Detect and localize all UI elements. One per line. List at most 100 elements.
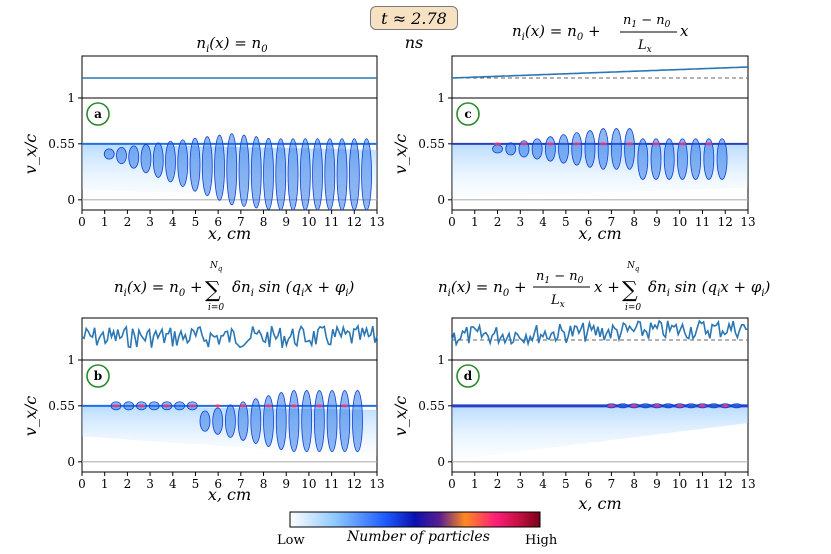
phase-structure — [165, 140, 176, 183]
x-tick-label: 8 — [260, 477, 268, 491]
phase-hot-spot — [653, 404, 661, 408]
panel-label: c — [464, 107, 471, 121]
phase-structure — [199, 410, 211, 432]
phase-hot-spot — [188, 404, 196, 408]
x-tick-label: 3 — [146, 477, 154, 491]
phase-hot-spot — [341, 404, 349, 408]
svg-text:n1 − n0: n1 − n0 — [623, 13, 671, 30]
phase-structure — [708, 403, 720, 409]
phase-structure — [597, 128, 609, 170]
phase-structure — [650, 138, 662, 180]
phase-hot-spot — [520, 142, 528, 146]
phase-structure — [558, 134, 569, 164]
title-d: ni(x) = n0 + n1 − n0 Lx x + Nq ∑ i=0 δni… — [438, 261, 771, 313]
phase-hot-spot — [698, 404, 706, 408]
x-tick-label: 3 — [516, 477, 524, 491]
y-axis-label: v_x/c — [21, 396, 40, 436]
x-tick-label: 1 — [471, 477, 479, 491]
x-tick-label: 12 — [347, 477, 362, 491]
x-tick-label: 13 — [740, 215, 755, 229]
colorbar-high-label: High — [525, 533, 558, 548]
phase-haze — [452, 405, 748, 460]
svg-text:Nq: Nq — [209, 261, 223, 273]
y-tick-label: 1 — [67, 353, 75, 367]
x-tick-label: 6 — [585, 215, 593, 229]
panel-label-ring — [456, 364, 480, 388]
svg-text:x: x — [680, 22, 689, 40]
y-tick-label: 1 — [67, 91, 75, 105]
phase-hot-spot — [163, 404, 171, 408]
x-tick-label: 3 — [516, 215, 524, 229]
phase-hot-spot — [573, 142, 581, 146]
phase-structure — [624, 128, 636, 170]
phase-structure — [174, 401, 185, 411]
x-tick-label: 8 — [630, 215, 638, 229]
phase-hot-spot — [265, 404, 273, 408]
time-label: t ≈ 2.78 ns — [370, 6, 458, 52]
phase-structure — [663, 138, 675, 180]
phase-structure — [610, 128, 622, 170]
svg-text:Nq: Nq — [626, 261, 640, 273]
y-tick-label: 0 — [437, 455, 445, 469]
phase-structure — [617, 403, 629, 409]
phase-structure — [324, 138, 336, 211]
y-tick-label: 0.55 — [48, 137, 75, 151]
phase-hot-spot — [705, 142, 713, 146]
phase-structure — [492, 144, 503, 154]
x-tick-label: 13 — [740, 477, 755, 491]
phase-structure — [312, 138, 323, 211]
phase-structure — [584, 130, 596, 168]
phase-hot-spot — [626, 142, 634, 146]
panel-label: b — [94, 369, 102, 383]
x-tick-label: 6 — [585, 477, 593, 491]
x-tick-label: 0 — [78, 215, 86, 229]
panel-label: a — [94, 107, 102, 121]
y-tick-label: 0.55 — [418, 137, 445, 151]
x-tick-label: 4 — [539, 477, 547, 491]
x-axis-label: x, cm — [578, 494, 621, 513]
x-tick-label: 5 — [192, 215, 200, 229]
svg-text:ni(x) = n0: ni(x) = n0 — [196, 34, 268, 55]
y-tick-label: 0 — [67, 455, 75, 469]
x-tick-label: 8 — [260, 215, 268, 229]
x-tick-label: 4 — [169, 215, 177, 229]
phase-hot-spot — [676, 404, 684, 408]
svg-text:∑: ∑ — [205, 278, 221, 303]
phase-structure — [637, 138, 649, 180]
x-tick-label: 11 — [324, 477, 339, 491]
y-tick-label: 1 — [437, 91, 445, 105]
x-tick-label: 5 — [192, 477, 200, 491]
colorbar-title: Number of particles — [347, 529, 490, 545]
x-tick-label: 5 — [562, 477, 570, 491]
svg-text:n1 − n0: n1 − n0 — [536, 269, 584, 286]
svg-text:i=0: i=0 — [625, 303, 641, 313]
phase-structure — [677, 138, 688, 180]
phase-structure — [263, 137, 274, 210]
phase-structure — [690, 138, 702, 180]
y-tick-label: 0 — [67, 193, 75, 207]
x-tick-label: 9 — [282, 215, 290, 229]
x-tick-label: 12 — [718, 215, 733, 229]
panel-label: d — [464, 369, 473, 383]
title-b: ni(x) = n0 + Nq ∑ i=0 δni sin (qix + φi) — [114, 261, 355, 313]
phase-structure — [212, 407, 224, 435]
phase-structure — [352, 390, 363, 453]
phase-hot-spot — [315, 404, 323, 408]
x-tick-label: 0 — [448, 477, 456, 491]
phase-structure — [336, 138, 348, 211]
x-tick-label: 2 — [124, 477, 132, 491]
x-tick-label: 5 — [562, 215, 570, 229]
phase-structure — [189, 137, 201, 192]
x-tick-label: 12 — [347, 215, 362, 229]
x-axis-label: x, cm — [578, 224, 621, 243]
phase-structure — [301, 390, 313, 453]
y-axis-label: v_x/c — [391, 396, 410, 436]
phase-structure — [685, 403, 697, 409]
phase-hot-spot — [494, 142, 502, 146]
x-tick-label: 11 — [695, 477, 710, 491]
x-axis-label: x, cm — [208, 224, 251, 243]
colorbar-low-label: Low — [277, 533, 305, 548]
y-tick-label: 0.55 — [48, 399, 75, 413]
